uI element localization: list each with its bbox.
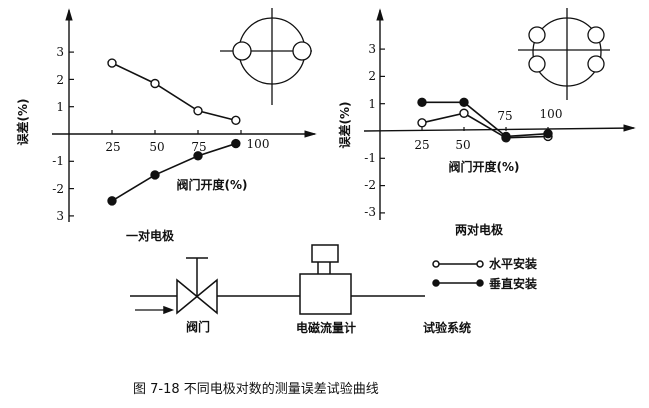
- right-point-filled: [417, 97, 427, 108]
- test-system-label: 试验系统: [423, 320, 471, 335]
- figure-caption: 图 7-18 不同电极对数的测量误差试验曲线: [133, 381, 379, 397]
- right-point-filled: [459, 97, 469, 108]
- left-point-open: [107, 58, 117, 68]
- electrode-icon: [587, 55, 605, 73]
- right-x-arrow: [623, 124, 636, 132]
- left-chart-title: 一对电极: [126, 228, 175, 243]
- left-ytick: -2: [52, 182, 64, 196]
- left-xtick-25: 25: [105, 140, 120, 154]
- right-ytick: 2: [368, 69, 376, 83]
- valve-label: 阀门: [186, 319, 210, 334]
- flowmeter-head-icon: [311, 244, 339, 263]
- left-ytick: 3: [56, 209, 64, 223]
- left-x-axis-label: 阀门开度(%): [177, 177, 248, 192]
- left-series-line-filled: [111, 142, 237, 202]
- electrode-icon: [528, 55, 546, 73]
- right-chart-title: 两对电极: [455, 222, 504, 237]
- one-pair-electrode-inset: [220, 8, 312, 105]
- electrode-icon: [292, 41, 312, 61]
- right-xtick-75: 75: [497, 109, 512, 123]
- right-y-axis-label: 误差(%): [337, 102, 352, 149]
- left-ytick: 1: [56, 100, 64, 114]
- electrode-icon: [232, 41, 252, 61]
- right-ytick: -3: [364, 205, 376, 219]
- flowmeter-body-icon: [299, 273, 352, 315]
- right-x-axis: [363, 127, 635, 132]
- right-ytick: 1: [368, 97, 376, 111]
- right-x-axis-label: 阀门开度(%): [449, 159, 520, 174]
- legend-open-label: 水平安装: [489, 256, 537, 271]
- left-ytick: -1: [52, 154, 64, 168]
- right-ytick: -1: [364, 151, 376, 165]
- left-point-filled: [193, 151, 203, 161]
- left-xtick-100: 100: [247, 137, 270, 151]
- left-y-axis-label: 误差(%): [15, 99, 30, 146]
- left-series-line-open: [111, 62, 237, 122]
- flow-diagram: 阀门 电磁流量计 试验系统: [130, 244, 471, 335]
- right-y-arrow: [376, 8, 384, 21]
- electrode-icon: [587, 26, 605, 44]
- legend-filled-label: 垂直安装: [489, 276, 537, 291]
- right-xtick-100: 100: [540, 107, 563, 121]
- filled-marker-icon: [476, 279, 484, 287]
- legend: 水平安装 垂直安装: [432, 256, 537, 291]
- electrode-icon: [528, 26, 546, 44]
- open-marker-icon: [432, 260, 440, 268]
- left-xtick-75: 75: [191, 140, 206, 154]
- right-point-open: [417, 118, 427, 128]
- left-ytick: 3: [56, 45, 64, 59]
- right-ytick: 3: [368, 42, 376, 56]
- left-point-open: [150, 78, 160, 89]
- right-ytick: -2: [364, 178, 376, 192]
- right-xtick-25: 25: [414, 138, 429, 152]
- right-point-filled: [501, 131, 511, 142]
- right-xtick-50: 50: [455, 138, 470, 152]
- left-xtick-50: 50: [149, 140, 164, 154]
- flowmeter-label: 电磁流量计: [296, 320, 356, 335]
- left-point-filled: [231, 138, 241, 149]
- two-pair-electrode-inset: [518, 8, 610, 100]
- right-chart: 25 50 75 100 3 2 1 -1 -2 -3 阀门开度(%) 误差(%…: [337, 8, 636, 237]
- left-ytick: 2: [56, 73, 64, 87]
- open-marker-icon: [476, 260, 484, 268]
- right-point-open: [459, 108, 469, 118]
- left-point-filled: [150, 170, 160, 180]
- left-point-open: [231, 115, 241, 126]
- valve-icon: [176, 278, 218, 315]
- left-x-arrow: [304, 130, 317, 138]
- right-series-line-open: [421, 112, 549, 139]
- left-point-open: [193, 106, 203, 116]
- right-series-line-filled: [422, 101, 549, 138]
- right-point-filled: [543, 129, 553, 139]
- left-point-filled: [107, 196, 117, 206]
- left-y-arrow: [65, 8, 73, 21]
- flow-arrowhead: [163, 305, 175, 315]
- left-chart: 25 50 75 100 3 2 1 -1 -2 3 阀门开度(%) 误差(%)…: [15, 8, 317, 243]
- filled-marker-icon: [432, 279, 440, 287]
